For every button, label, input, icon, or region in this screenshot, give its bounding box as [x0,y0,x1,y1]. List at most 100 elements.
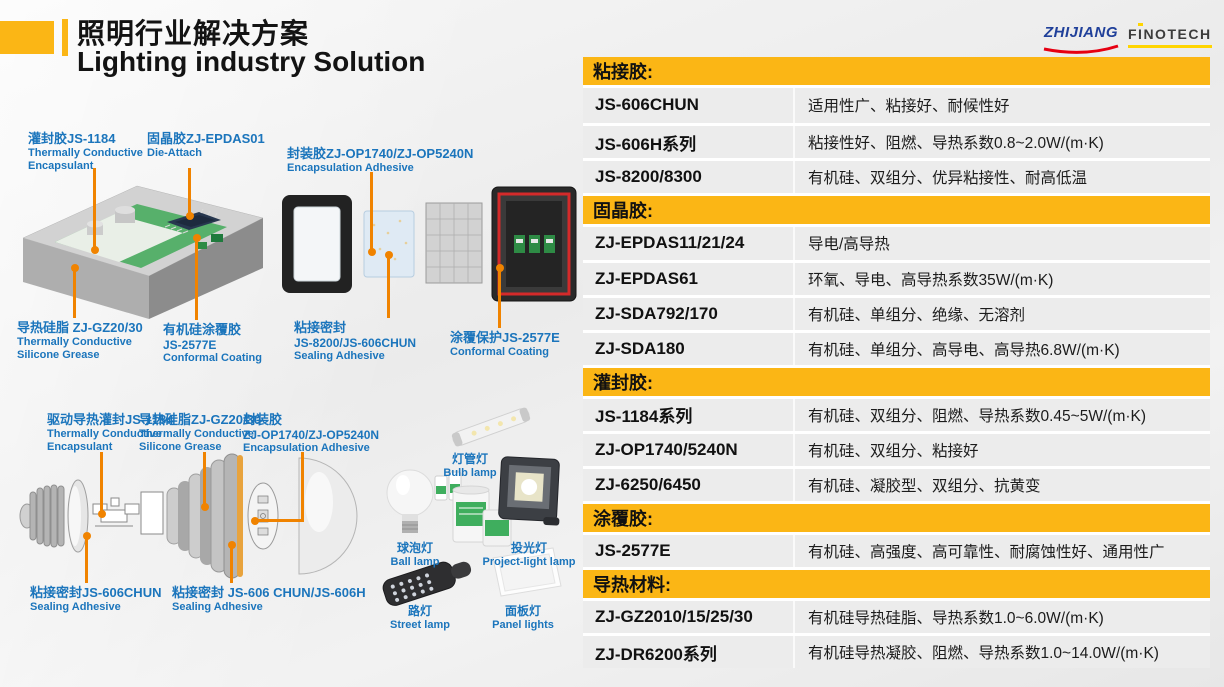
leader-line [188,168,191,216]
product-name: ZJ-DR6200系列 [583,636,795,669]
label-sealing-1: 粘接密封JS-606CHUN Sealing Adhesive [30,585,161,614]
product-name: JS-1184系列 [583,398,795,431]
label-en: Bulb lamp [443,467,497,479]
led-board-components [257,495,269,536]
table-row: ZJ-EPDAS11/21/24 导电/高导热 [583,227,1210,260]
product-desc: 有机硅、高强度、高可靠性、耐腐蚀性好、通用性广 [808,543,1165,561]
label-encapsulant: 灌封胶JS-1184 Thermally Conductive Encapsul… [28,131,143,173]
tube-lamp [451,407,531,447]
label-en: Thermally Conductive [17,335,132,348]
product-name: ZJ-SDA792/170 [583,297,795,330]
product-desc: 有机硅、单组分、绝缘、无溶剂 [808,306,1026,324]
label-code: JS-2577E [163,337,217,352]
corner-accent-block [0,21,54,54]
table-row: JS-606CHUN 适用性广、粘接好、耐候性好 [583,88,1210,123]
flood-light [498,456,560,526]
label-zh: 导热硅脂 ZJ-GZ20/30 [17,320,143,335]
leader-line [100,452,103,514]
label-en: Encapsulation Adhesive [287,161,414,174]
label-en: Thermally Conductive [139,427,254,440]
label-zh: 驱动导热灌封JS-1184 [47,412,174,427]
label-flood-lamp: 投光灯 Project-light lamp [478,541,580,570]
finotech-logo: FINOTECH [1128,23,1212,48]
leader-line [370,172,373,252]
label-zh: 有机硅涂覆胶 [163,322,242,337]
table-row: ZJ-SDA792/170 有机硅、单组分、绝缘、无溶剂 [583,297,1210,330]
product-name: JS-606CHUN [583,88,795,123]
label-zh: 面板灯 [504,604,541,618]
chip-pins [164,208,218,234]
leader-line [230,545,233,583]
section-header-bonding: 粘接胶: [583,57,1210,85]
box-right-face [149,218,263,319]
leader-line [73,268,76,318]
glass-pane [293,206,341,282]
label-encapsulation-adhesive-2: 封装胶 ZJ-OP1740/ZJ-OP5240N Encapsulation A… [243,412,379,455]
finotech-logo-text: FINOTECH [1128,26,1212,42]
product-desc: 有机硅、双组分、粘接好 [808,442,979,460]
label-zh: 路灯 [407,604,432,618]
label-en: Thermally Conductive [47,427,162,440]
label-en: Street lamp [390,619,450,631]
product-desc: 有机硅、凝胶型、双组分、抗黄变 [808,477,1041,495]
label-zh: 粘接密封 JS-606 CHUN/JS-606H [172,585,366,600]
label-en: Silicone Grease [17,348,100,361]
table-row: ZJ-OP1740/5240N 有机硅、双组分、粘接好 [583,433,1210,466]
product-name: ZJ-GZ2010/15/25/30 [583,600,795,633]
leader-line [387,255,390,318]
label-zh: 封装胶ZJ-OP1740/ZJ-OP5240N [287,146,474,161]
label-en: Ball lamp [390,556,440,568]
section-header-thermal: 导热材料: [583,569,1210,598]
label-driver-encapsulant: 驱动导热灌封JS-1184 Thermally Conductive Encap… [47,412,173,454]
table-row: JS-606H系列 粘接性好、阻燃、导热系数0.8~2.0W/(m·K) [583,125,1210,159]
table-row: JS-1184系列 有机硅、双组分、阻燃、导热系数0.45~5W/(m·K) [583,398,1210,431]
leader-line [255,519,304,522]
leader-line [203,452,206,507]
label-code: ZJ-OP1740/ZJ-OP5240N [243,427,380,442]
label-en: Thermally Conductive [28,146,143,159]
product-name: ZJ-SDA180 [583,332,795,365]
label-panel-light: 面板灯 Panel lights [483,604,563,633]
encapsulant-layer [55,214,183,262]
ball-lamp [386,469,434,533]
label-sealing-adhesive: 粘接密封 JS-8200/JS-606CHUN Sealing Adhesive [294,320,416,363]
product-name: JS-8200/8300 [583,161,795,194]
label-zh: 灌封胶JS-1184 [28,131,116,146]
chip-die [175,215,215,227]
product-name: ZJ-OP1740/5240N [583,433,795,466]
label-en: Encapsulant [47,440,113,453]
label-code: JS-8200/JS-606CHUN [294,335,417,350]
table-row: ZJ-SDA180 有机硅、单组分、高导电、高导热6.8W/(m·K) [583,332,1210,365]
film-dots [372,219,408,261]
label-zh: 粘接密封JS-606CHUN [30,585,162,600]
finotech-underline [1128,45,1212,48]
leader-line [93,168,96,250]
section-header-coating: 涂覆胶: [583,503,1210,532]
page-title-zh: 照明行业解决方案 [77,18,310,49]
product-desc: 有机硅、双组分、优异粘接性、耐高低温 [808,170,1088,188]
leader-line [85,536,88,583]
label-zh: 封装胶 [243,412,283,427]
product-desc: 有机硅、双组分、阻燃、导热系数0.45~5W/(m·K) [808,407,1147,425]
capacitor-top [115,206,135,214]
label-zh: 投光灯 [510,541,547,555]
table-row: ZJ-DR6200系列 有机硅导热凝胶、阻燃、导热系数1.0~14.0W/(m·… [583,636,1210,669]
panel-light-illustration [282,186,577,302]
table-row: ZJ-EPDAS61 环氧、导电、高导热系数35W/(m·K) [583,262,1210,295]
zhijiang-logo-text: ZHIJIANG [1043,24,1118,41]
finotech-accent-dot [1138,23,1143,26]
table-row: ZJ-GZ2010/15/25/30 有机硅导热硅脂、导热系数1.0~6.0W/… [583,600,1210,633]
label-en: Sealing Adhesive [30,600,121,613]
product-name: ZJ-EPDAS11/21/24 [583,227,795,260]
box-left-face [23,238,149,319]
label-en: Silicone Grease [139,440,222,453]
table-row: ZJ-6250/6450 有机硅、凝胶型、双组分、抗黄变 [583,468,1210,501]
small-ic [211,234,223,242]
product-desc: 有机硅导热凝胶、阻燃、导热系数1.0~14.0W/(m·K) [808,645,1159,663]
label-silicone-grease: 导热硅脂 ZJ-GZ20/30 Thermally Conductive Sil… [17,320,143,362]
table-row: JS-8200/8300 有机硅、双组分、优异粘接性、耐高低温 [583,161,1210,194]
lamp-products-illustration [382,407,562,606]
bulb-exploded-illustration [19,453,358,579]
label-silicone-grease-2: 导热硅脂ZJ-GZ20/30 Thermally Conductive Sili… [139,412,261,454]
